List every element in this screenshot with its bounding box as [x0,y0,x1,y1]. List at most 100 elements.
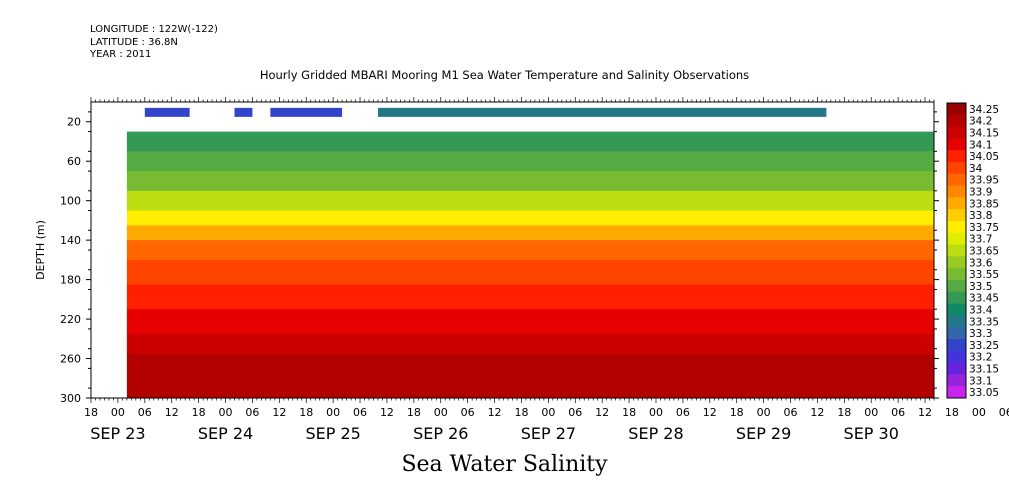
colorbar-swatch [947,162,966,175]
colorbar-label: 34.2 [969,116,992,128]
x-hour-label: 06 [891,406,905,419]
colorbar-label: 33.9 [969,187,992,199]
x-hour-label: 18 [192,406,206,419]
x-hour-label: 00 [757,406,771,419]
x-hour-label: 18 [514,406,528,419]
colorbar-swatch [947,221,966,234]
colorbar-label: 33.25 [969,340,999,352]
x-day-label: SEP 27 [521,424,576,443]
colorbar-swatch [947,374,966,387]
colorbar-label: 33.95 [969,175,999,187]
near-surface-segment [234,107,253,117]
colorbar-label: 33.8 [969,210,992,222]
y-tick-label: 180 [60,274,81,287]
colorbar-swatch [947,232,966,246]
x-hour-label: 18 [84,406,98,419]
colorbar-swatch [947,138,966,151]
colorbar-label: 33.35 [969,316,999,328]
colorbar-label: 34.05 [969,151,999,163]
near-surface-segment [144,107,190,117]
x-hour-label: 12 [488,406,502,419]
x-day-label: SEP 28 [628,424,683,443]
y-tick-label: 100 [60,195,81,208]
colorbar-swatch [947,386,966,399]
x-hour-label: 00 [541,406,555,419]
colorbar-label: 33.45 [969,293,999,305]
x-hour-label: 12 [595,406,609,419]
x-hour-label: 00 [972,406,986,419]
salinity-band [126,171,934,192]
colorbar-swatch [947,209,966,222]
x-hour-label: 18 [945,406,959,419]
colorbar-swatch [947,327,966,340]
near-surface-segment [270,107,343,117]
salinity-band [126,259,934,286]
x-hour-label: 00 [219,406,233,419]
colorbar-label: 33.75 [969,222,999,234]
y-axis-label: DEPTH (m) [34,220,47,280]
x-day-label: SEP 23 [90,424,145,443]
colorbar-swatch [947,150,966,163]
near-surface-segment [377,107,827,117]
colorbar-swatch [947,244,966,257]
y-tick-label: 60 [67,155,81,168]
x-hour-label: 00 [434,406,448,419]
colorbar-label: 33.3 [969,328,992,340]
y-tick-label: 220 [60,313,81,326]
colorbar-swatch [947,280,966,293]
colorbar: 34.2534.234.1534.134.053433.9533.933.853… [946,102,999,399]
colorbar-swatch [947,126,966,139]
x-hour-label: 06 [461,406,475,419]
salinity-band [126,333,934,355]
x-hour-label: 06 [784,406,798,419]
plot-area [126,107,934,398]
colorbar-label: 33.6 [969,257,993,269]
colorbar-label: 34.25 [969,104,999,116]
x-hour-label: 00 [111,406,125,419]
colorbar-swatch [947,291,966,305]
colorbar-label: 33.55 [969,269,999,281]
colorbar-swatch [947,315,966,328]
colorbar-swatch [947,256,966,269]
latitude-label: LATITUDE : 36.8N [90,37,178,48]
colorbar-label: 33.4 [969,305,993,317]
x-hour-label: 12 [165,406,179,419]
colorbar-label: 33.85 [969,198,999,210]
colorbar-swatch [947,185,966,198]
colorbar-label: 34.1 [969,139,992,151]
x-hour-label: 00 [649,406,663,419]
x-hour-label: 06 [568,406,582,419]
x-hour-label: 12 [703,406,717,419]
salinity-band [126,225,934,241]
colorbar-swatch [947,197,966,210]
salinity-band [126,131,934,152]
y-tick-label: 260 [60,353,81,366]
figure-caption: Sea Water Salinity [401,452,608,477]
salinity-band [126,210,934,226]
colorbar-label: 33.5 [969,281,992,293]
colorbar-swatch [947,268,966,281]
chart-title: Hourly Gridded MBARI Mooring M1 Sea Wate… [259,68,750,82]
x-day-label: SEP 29 [736,424,791,443]
year-label: YEAR : 2011 [90,49,152,60]
colorbar-swatch [947,173,966,187]
colorbar-label: 33.2 [969,352,992,364]
colorbar-swatch [947,103,966,116]
x-hour-label: 18 [299,406,313,419]
y-tick-label: 20 [67,116,81,129]
salinity-band [126,284,934,310]
x-hour-label: 06 [999,406,1009,419]
x-hour-label: 06 [353,406,367,419]
x-day-label: SEP 30 [844,424,899,443]
x-hour-label: 18 [730,406,744,419]
colorbar-swatch [947,114,966,128]
x-day-label: SEP 24 [198,424,253,443]
x-hour-label: 12 [272,406,286,419]
colorbar-label: 34 [969,163,983,175]
x-hour-label: 18 [837,406,851,419]
colorbar-label: 34.15 [969,128,999,140]
x-day-label: SEP 25 [305,424,360,443]
colorbar-label: 33.65 [969,246,999,258]
